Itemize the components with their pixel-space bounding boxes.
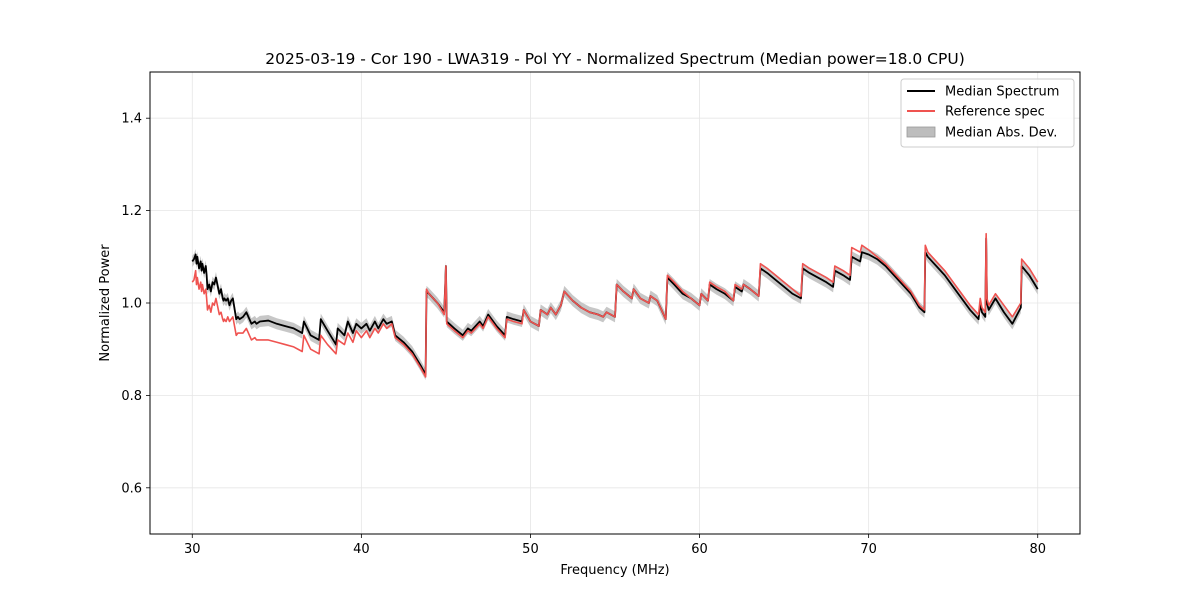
y-tick-label: 0.8 (121, 389, 142, 404)
y-tick-label: 0.6 (121, 481, 142, 496)
legend-box (900, 78, 1075, 148)
y-tick-label: 1.2 (121, 204, 142, 219)
legend-mad-label: Median Abs. Dev. (945, 126, 1057, 141)
y-axis-label: Normalized Power (98, 244, 113, 362)
y-tick-label: 1.4 (121, 112, 142, 127)
chart-title: 2025-03-19 - Cor 190 - LWA319 - Pol YY -… (265, 50, 965, 68)
x-tick-label: 30 (184, 542, 201, 557)
x-tick-label: 40 (353, 542, 370, 557)
x-tick-label: 70 (860, 542, 877, 557)
x-tick-label: 80 (1029, 542, 1046, 557)
legend-reference-label: Reference spec (945, 105, 1045, 120)
reference-spec-line (191, 232, 1039, 378)
legend-mad-swatch (906, 126, 936, 138)
legend-median-label: Median Spectrum (945, 85, 1059, 100)
series-layer (191, 232, 1039, 378)
axis-ticks: 30 40 50 60 70 80 0.6 0.8 1.0 1.2 1.4 (121, 112, 1046, 557)
y-tick-label: 1.0 (121, 297, 142, 312)
x-axis-label: Frequency (MHz) (560, 563, 669, 578)
x-tick-label: 50 (522, 542, 539, 557)
legend: Median Spectrum Reference spec Median Ab… (900, 78, 1075, 148)
x-tick-label: 60 (691, 542, 708, 557)
